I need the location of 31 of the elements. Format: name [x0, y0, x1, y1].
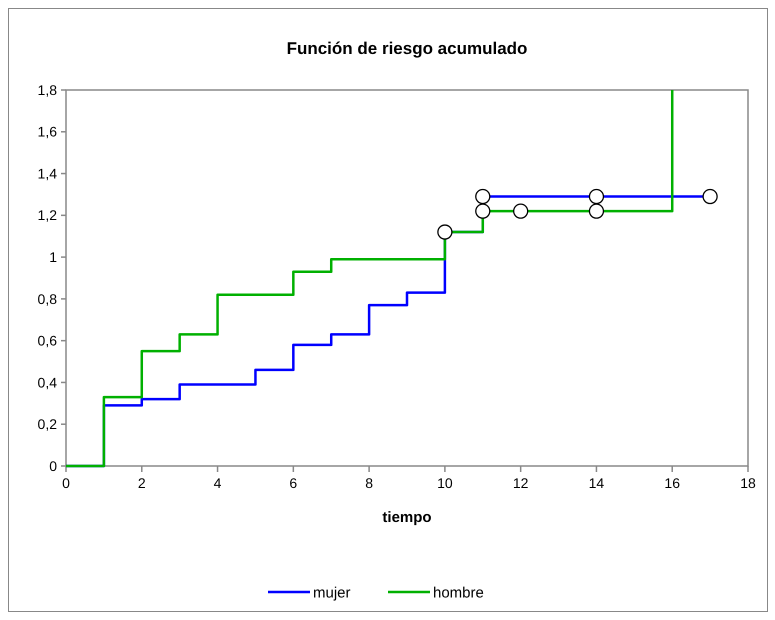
point: [702, 188, 718, 204]
legend-label: mujer: [313, 584, 351, 602]
x-tick-label: 16: [664, 475, 680, 491]
chart-title: Función de riesgo acumulado: [286, 39, 528, 58]
y-tick-label: 0,2: [38, 416, 58, 432]
legend-label: hombre: [433, 584, 484, 602]
point: [588, 204, 604, 219]
x-tick-label: 2: [138, 475, 146, 491]
x-tick-label: 8: [365, 475, 374, 491]
x-tick-label: 18: [740, 475, 756, 491]
x-tick-label: 6: [289, 475, 298, 491]
x-tick-label: 14: [588, 475, 604, 491]
y-tick-label: 0,6: [38, 332, 58, 349]
y-tick-label: 0,4: [38, 374, 58, 390]
y-tick-label: 1,4: [38, 165, 58, 182]
point: [475, 204, 490, 219]
y-tick-label: 1: [49, 249, 58, 266]
point: [588, 188, 604, 204]
x-tick-label: 12: [512, 475, 529, 491]
y-tick-label: 1,6: [38, 124, 58, 140]
point: [437, 224, 453, 240]
point: [513, 204, 528, 219]
x-tick-label: 10: [437, 475, 453, 491]
point: [475, 188, 490, 204]
x-axis-title: tiempo: [382, 509, 432, 526]
y-tick-label: 1,8: [38, 82, 58, 98]
x-tick-label: 4: [214, 475, 222, 491]
y-tick-label: 0,8: [38, 290, 58, 307]
x-tick-label: 0: [62, 475, 70, 491]
y-tick-label: 1,2: [38, 207, 58, 224]
y-tick-label: 0: [49, 458, 58, 474]
